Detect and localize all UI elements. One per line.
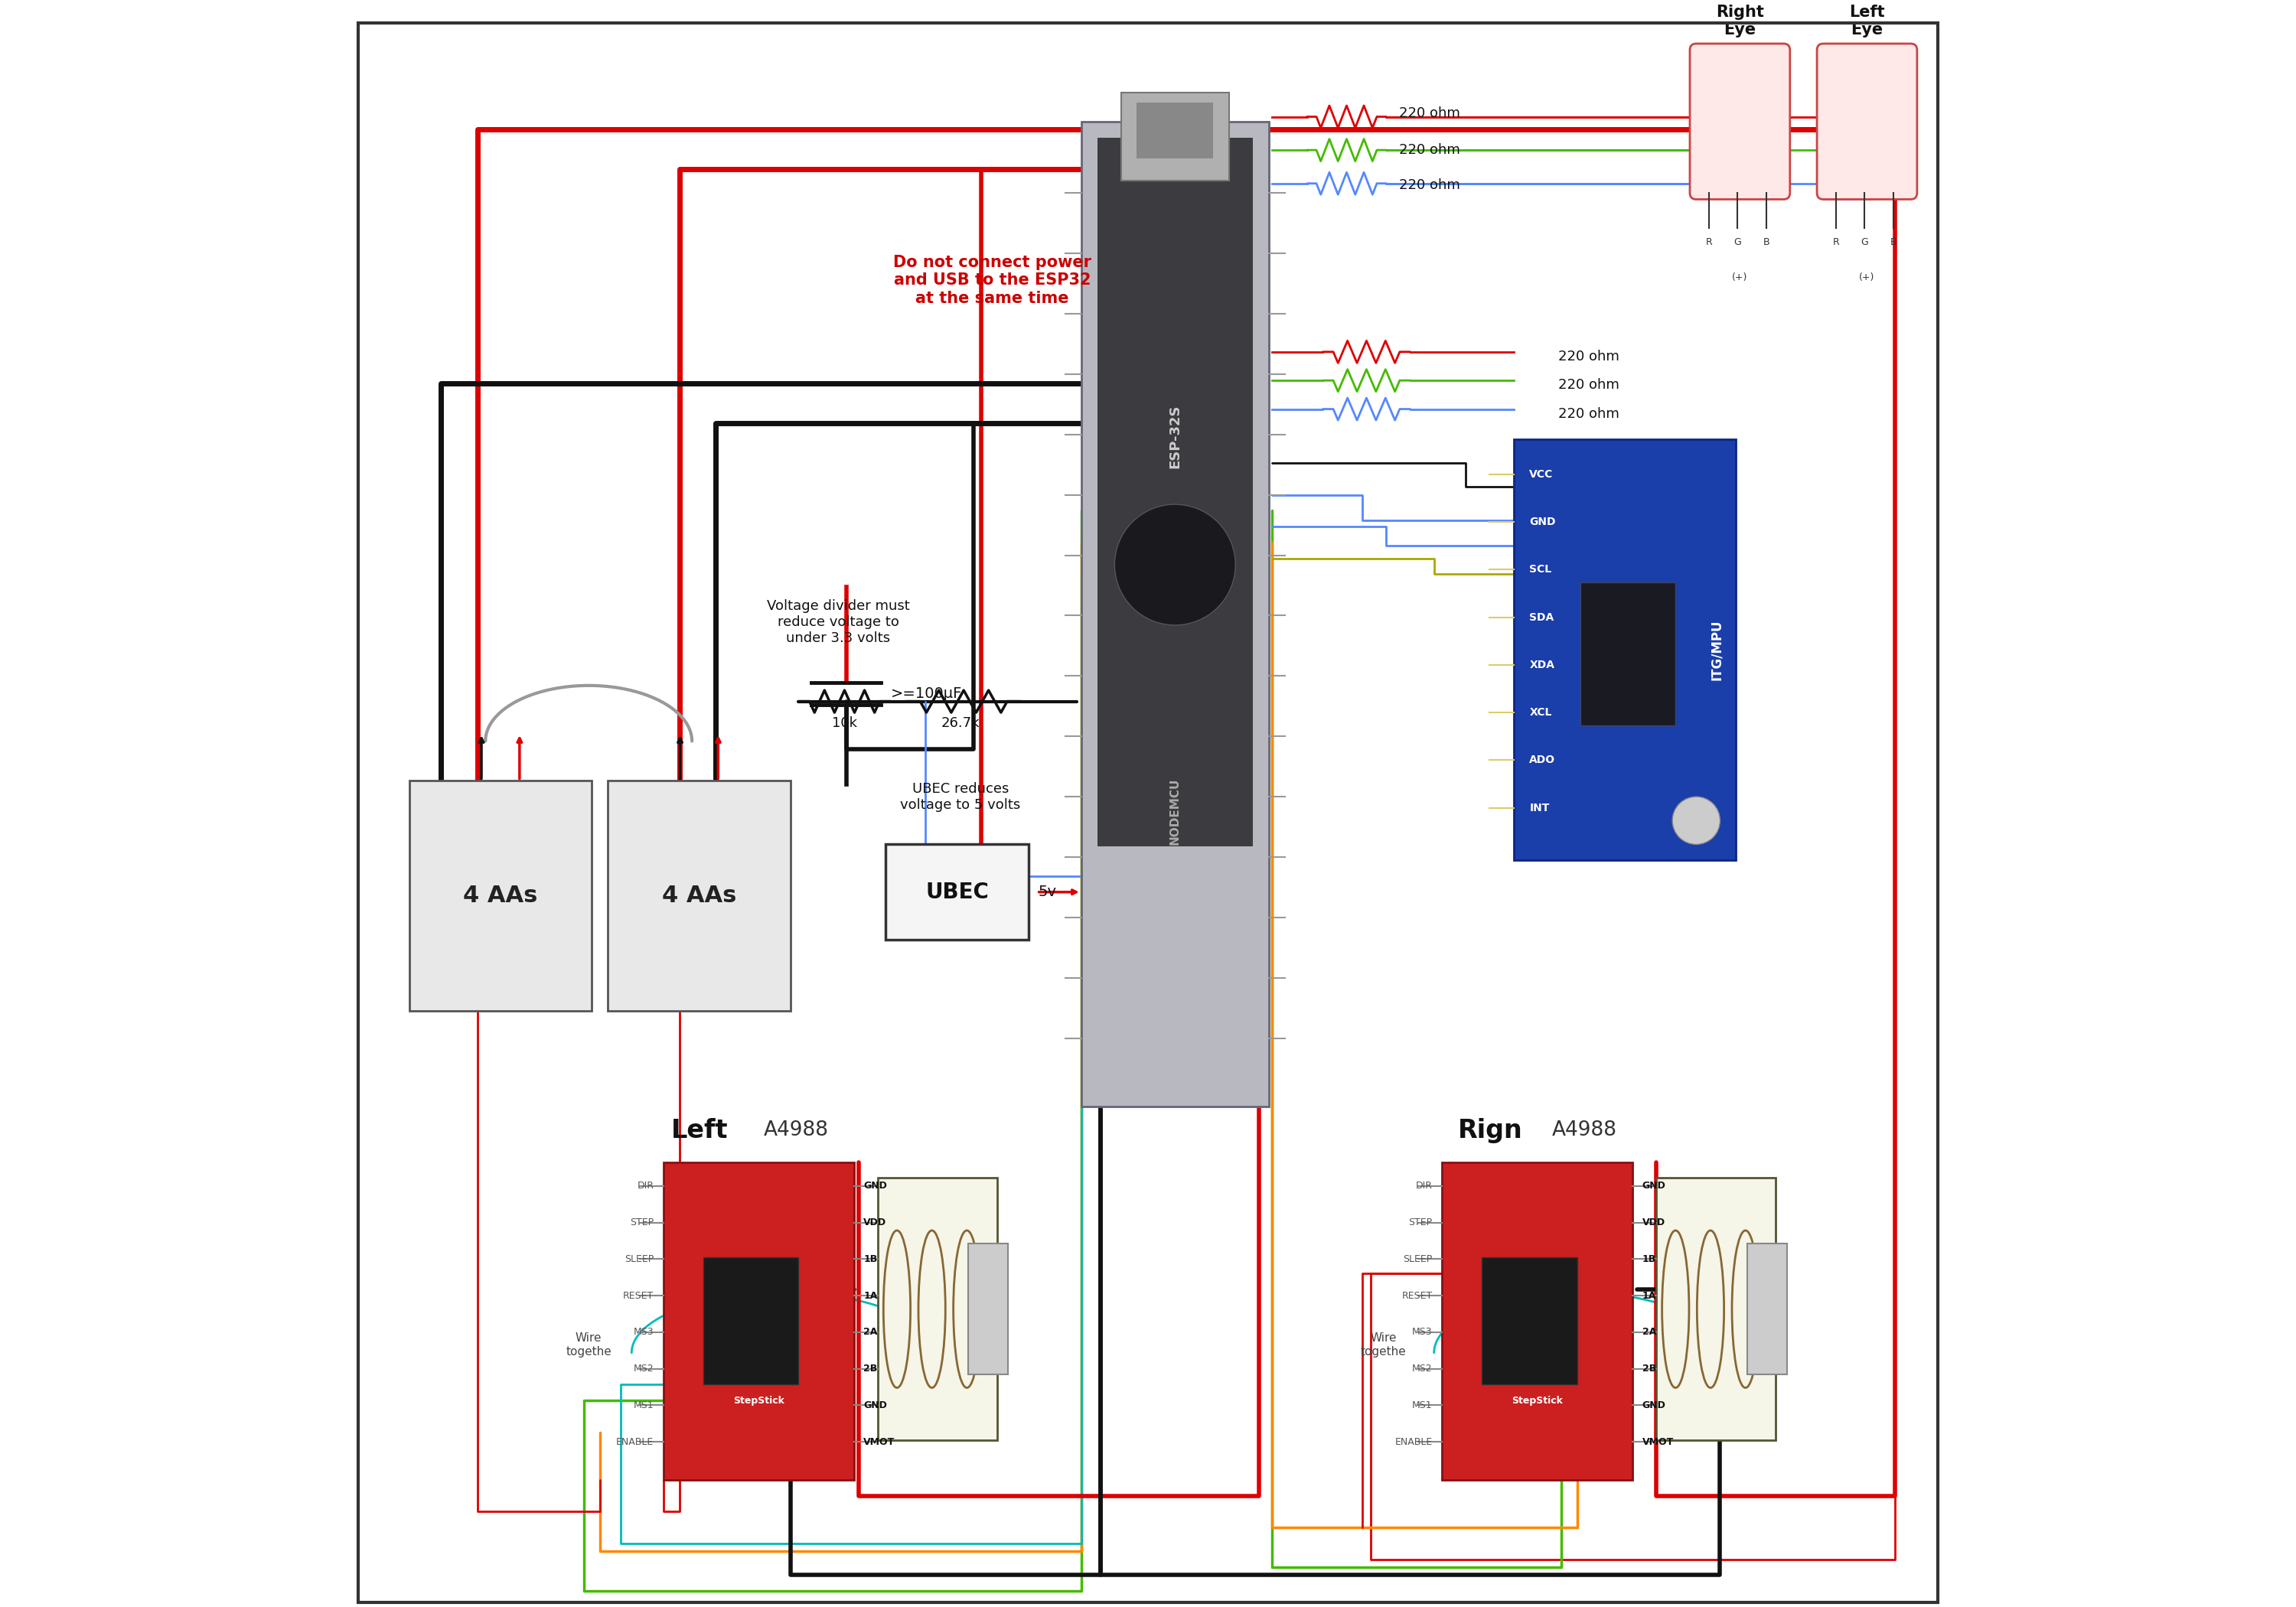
Text: Do not connect power
and USB to the ESP32
at the same time: Do not connect power and USB to the ESP3… [893,256,1091,305]
Bar [1097,137,1254,847]
Text: RESET: RESET [622,1290,654,1300]
Bar [1513,439,1736,860]
Text: ESP-32S: ESP-32S [1169,405,1182,469]
Text: 1B: 1B [863,1253,877,1265]
Text: A4988: A4988 [765,1120,829,1141]
Text: SLEEP: SLEEP [1403,1253,1433,1265]
Text: SLEEP: SLEEP [625,1253,654,1265]
Text: (+): (+) [1860,273,1876,283]
Text: 220 ohm: 220 ohm [1559,407,1619,421]
Text: ITG/MPU: ITG/MPU [1711,619,1724,680]
Text: 10k: 10k [831,717,856,730]
Text: R: R [1706,238,1713,247]
Text: Wire
togethe: Wire togethe [565,1332,611,1358]
Bar [886,844,1029,940]
Text: 2A: 2A [863,1327,877,1337]
Text: >=100μF: >=100μF [891,686,962,701]
Text: ENABLE: ENABLE [615,1437,654,1446]
Text: 220 ohm: 220 ohm [1398,178,1460,191]
Text: 220 ohm: 220 ohm [1559,378,1619,392]
Bar [877,1178,996,1440]
Text: GND: GND [1642,1181,1667,1191]
Bar [1580,582,1676,725]
Text: 1B: 1B [1642,1253,1655,1265]
Text: GND: GND [863,1400,886,1411]
Text: (+): (+) [1731,273,1747,283]
Text: MS2: MS2 [1412,1364,1433,1374]
Bar [1137,103,1212,157]
Text: 4 AAs: 4 AAs [464,885,537,906]
Text: GND: GND [863,1181,886,1191]
Text: Left: Left [670,1118,728,1143]
Text: ADO: ADO [1529,755,1554,765]
Text: DIR: DIR [636,1181,654,1191]
Text: Rign: Rign [1458,1118,1522,1143]
Text: Right
Eye: Right Eye [1715,5,1763,37]
Text: G: G [1733,238,1740,247]
Text: R: R [1832,238,1839,247]
Text: ENABLE: ENABLE [1394,1437,1433,1446]
Text: STEP: STEP [629,1218,654,1228]
Text: 220 ohm: 220 ohm [1559,350,1619,363]
Text: 2B: 2B [863,1364,877,1374]
Text: A4988: A4988 [1552,1120,1616,1141]
Text: B: B [1890,238,1896,247]
Text: VMOT: VMOT [1642,1437,1674,1446]
Text: SDA: SDA [1529,612,1554,622]
Text: DIR: DIR [1417,1181,1433,1191]
Text: MS3: MS3 [634,1327,654,1337]
Bar [1747,1244,1786,1374]
Bar [703,1257,799,1385]
Text: VDD: VDD [863,1218,886,1228]
Text: INT: INT [1529,802,1550,813]
Text: NODEMCU: NODEMCU [1169,778,1180,844]
FancyBboxPatch shape [1816,43,1917,199]
Text: 2B: 2B [1642,1364,1655,1374]
Text: 5v: 5v [1038,885,1056,900]
Bar [1481,1257,1577,1385]
Text: Left
Eye: Left Eye [1848,5,1885,37]
Circle shape [1671,797,1720,844]
Circle shape [1114,505,1235,625]
Text: UBEC reduces
voltage to 5 volts: UBEC reduces voltage to 5 volts [900,783,1022,812]
Text: XDA: XDA [1529,659,1554,670]
Bar [1081,122,1270,1107]
Bar [969,1244,1008,1374]
Text: STEP: STEP [1410,1218,1433,1228]
Text: B: B [1763,238,1770,247]
Text: 26.7k: 26.7k [941,717,980,730]
Text: 220 ohm: 220 ohm [1398,106,1460,121]
Text: UBEC: UBEC [925,881,990,903]
Bar [1442,1162,1632,1480]
Bar [1655,1178,1775,1440]
Bar [608,781,790,1011]
Text: SCL: SCL [1529,564,1552,575]
Text: RESET: RESET [1401,1290,1433,1300]
Text: 4 AAs: 4 AAs [661,885,737,906]
Text: MS2: MS2 [634,1364,654,1374]
Text: MS1: MS1 [634,1400,654,1411]
Bar [1120,93,1228,180]
Text: GND: GND [1529,516,1557,527]
Text: StepStick: StepStick [1511,1395,1564,1406]
Bar [409,781,592,1011]
Text: VDD: VDD [1642,1218,1665,1228]
Text: 220 ohm: 220 ohm [1398,143,1460,157]
Text: 2A: 2A [1642,1327,1655,1337]
Text: VMOT: VMOT [863,1437,895,1446]
Text: MS3: MS3 [1412,1327,1433,1337]
Text: GND: GND [1642,1400,1667,1411]
Text: G: G [1860,238,1869,247]
Text: Voltage divider must
reduce voltage to
under 3.3 volts: Voltage divider must reduce voltage to u… [767,599,909,644]
Text: Wire
togethe: Wire togethe [1359,1332,1405,1358]
Text: StepStick: StepStick [732,1395,785,1406]
Text: MS1: MS1 [1412,1400,1433,1411]
Bar [664,1162,854,1480]
Text: 1A: 1A [1642,1290,1655,1300]
Text: 1A: 1A [863,1290,877,1300]
Text: XCL: XCL [1529,707,1552,718]
FancyBboxPatch shape [1690,43,1791,199]
Text: VCC: VCC [1529,469,1554,479]
